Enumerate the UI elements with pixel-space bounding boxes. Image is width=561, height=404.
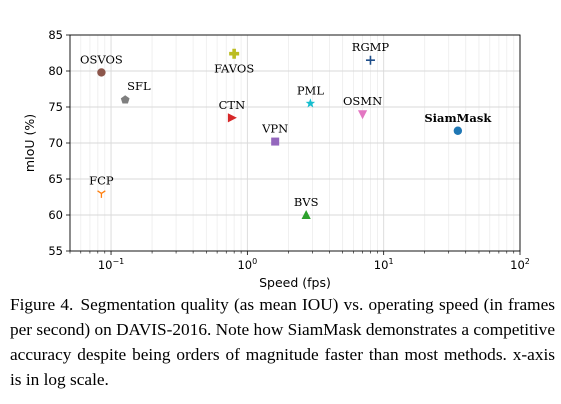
x-tick-label: 102 xyxy=(510,257,530,272)
label-siammask: SiamMask xyxy=(424,111,492,125)
plot-frame xyxy=(69,34,521,252)
point-ctn xyxy=(227,113,237,123)
label-fcp: FCP xyxy=(89,173,114,187)
label-rgmp: RGMP xyxy=(352,40,390,54)
label-sfl: SFL xyxy=(127,79,151,93)
label-ctn: CTN xyxy=(219,98,246,112)
point-rgmp xyxy=(365,55,375,65)
point-fcp xyxy=(97,190,106,198)
point-favos xyxy=(229,48,240,59)
y-tick-label: 60 xyxy=(48,208,63,222)
caption-text: Segmentation quality (as mean IOU) vs. o… xyxy=(10,295,555,389)
label-pml: PML xyxy=(297,83,325,97)
x-tick-label: 101 xyxy=(374,257,394,272)
label-bvs: BVS xyxy=(294,195,319,209)
y-tick-label: 85 xyxy=(48,28,63,42)
y-tick-label: 55 xyxy=(48,244,63,258)
label-vpn: VPN xyxy=(261,122,288,136)
grid xyxy=(66,34,521,255)
y-tick-label: 70 xyxy=(48,136,63,150)
x-axis-label: Speed (fps) xyxy=(259,275,331,290)
label-osvos: OSVOS xyxy=(80,52,123,66)
point-vpn xyxy=(271,137,280,146)
point-osvos xyxy=(97,68,106,77)
label-osmn: OSMN xyxy=(343,94,382,108)
y-tick-label: 75 xyxy=(48,100,63,114)
scatter-chart: 10−1 100 101 102 55 60 65 70 75 80 85 Speed (fps) mI… xyxy=(22,28,530,290)
point-pml xyxy=(305,98,316,108)
point-osmn xyxy=(357,110,368,120)
point-siammask xyxy=(453,126,463,135)
point-bvs xyxy=(301,210,311,219)
y-axis-label: mIoU (%) xyxy=(22,114,37,172)
x-tick-label: 100 xyxy=(237,257,257,272)
x-tick-label: 10−1 xyxy=(98,257,124,272)
y-tick-label: 80 xyxy=(48,64,63,78)
point-sfl xyxy=(120,95,130,104)
caption-label: Figure 4. xyxy=(10,295,74,314)
figure-caption: Figure 4. Segmentation quality (as mean … xyxy=(10,292,555,392)
chart-svg: 10−1 100 101 102 55 60 65 70 75 80 85 Speed (fps) mI… xyxy=(22,28,530,290)
label-favos: FAVOS xyxy=(214,62,254,76)
y-tick-label: 65 xyxy=(48,172,63,186)
